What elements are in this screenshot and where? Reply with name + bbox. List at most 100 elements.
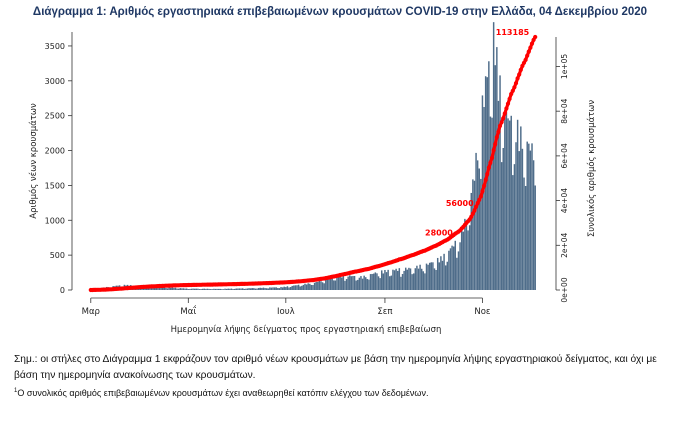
- bar: [438, 262, 441, 290]
- bar: [296, 285, 298, 290]
- bar: [154, 287, 156, 290]
- bar: [475, 152, 477, 290]
- bar: [464, 218, 466, 290]
- bar: [459, 242, 461, 290]
- bar: [404, 267, 407, 290]
- bar: [504, 117, 506, 290]
- bar: [366, 279, 369, 290]
- cumulative-point: [491, 148, 496, 153]
- bar: [350, 276, 353, 290]
- bar: [512, 175, 514, 290]
- bar: [505, 111, 508, 290]
- bar: [476, 160, 479, 290]
- bar: [257, 287, 260, 290]
- bar: [230, 288, 233, 290]
- bar: [185, 288, 188, 290]
- bar: [526, 141, 528, 290]
- cumulative-point: [520, 63, 525, 68]
- bar: [171, 287, 174, 290]
- bar: [246, 288, 249, 290]
- bar: [508, 120, 511, 290]
- bar: [337, 277, 340, 290]
- bar: [333, 280, 335, 290]
- cumulative-value-label: 28000: [425, 229, 453, 238]
- bar: [310, 284, 313, 290]
- bar: [304, 283, 306, 290]
- bar: [219, 288, 222, 290]
- bar: [449, 248, 452, 290]
- bar: [275, 287, 277, 290]
- bar: [201, 288, 204, 290]
- bar: [403, 270, 405, 290]
- cumulative-point: [499, 120, 504, 125]
- bar: [179, 288, 182, 290]
- cumulative-curve: [88, 34, 538, 293]
- bar: [349, 275, 351, 290]
- chart-note: Σημ.: οι στήλες στο Διάγραμμα 1 εκφράζου…: [14, 354, 657, 381]
- bar: [217, 288, 220, 290]
- bar: [222, 289, 225, 290]
- bar: [500, 162, 503, 290]
- bar: [193, 288, 196, 290]
- bar: [241, 288, 244, 290]
- y-tick-label: 2000: [45, 147, 65, 156]
- bar: [293, 285, 295, 290]
- bar: [491, 117, 493, 290]
- bar: [345, 279, 348, 290]
- bar: [451, 245, 453, 290]
- bar: [496, 47, 498, 290]
- bar: [192, 288, 194, 290]
- bar: [214, 288, 217, 290]
- bar: [486, 77, 488, 290]
- bar: [457, 251, 460, 290]
- bar: [387, 269, 389, 290]
- y2-tick-label: 8e+04: [560, 98, 569, 123]
- bar: [256, 288, 258, 290]
- bar: [489, 116, 492, 290]
- bar: [259, 287, 261, 290]
- bar: [315, 282, 317, 290]
- cumulative-point: [489, 155, 495, 160]
- cumulative-point: [512, 85, 517, 90]
- bar: [224, 288, 226, 290]
- bar: [301, 285, 303, 290]
- bar: [251, 288, 253, 290]
- bar: [360, 276, 362, 290]
- bar: [233, 288, 236, 290]
- bar: [389, 276, 391, 290]
- bar: [408, 267, 410, 290]
- cumulative-point: [485, 171, 490, 177]
- cumulative-point: [486, 165, 491, 170]
- bar: [420, 268, 423, 290]
- bar: [262, 287, 265, 290]
- bar: [213, 288, 215, 290]
- bar: [163, 287, 166, 290]
- x-axis-label: Ημερομηνία λήψης δείγματος προς εργαστηρ…: [171, 325, 442, 335]
- y-tick-label: 1000: [45, 216, 65, 225]
- bar: [425, 263, 428, 290]
- bar: [528, 143, 530, 290]
- bar: [379, 278, 381, 290]
- bar: [286, 286, 289, 290]
- cumulative-point: [501, 116, 506, 121]
- bar: [462, 231, 465, 290]
- bar: [211, 289, 214, 290]
- bar: [361, 278, 364, 290]
- bar: [385, 272, 388, 290]
- y2-tick-label: 1e+05: [560, 54, 569, 79]
- cumulative-point: [525, 53, 530, 58]
- bar: [409, 268, 412, 290]
- x-tick-label: Νοε: [474, 307, 491, 317]
- cumulative-point: [493, 142, 498, 147]
- bar: [524, 185, 527, 290]
- bar: [166, 288, 169, 290]
- bar: [182, 288, 185, 290]
- bar: [368, 279, 370, 290]
- bar: [336, 275, 338, 290]
- bar: [181, 288, 183, 290]
- cumulative-point: [528, 45, 533, 50]
- bar: [158, 286, 161, 290]
- bar: [277, 287, 279, 290]
- bar: [299, 286, 301, 290]
- bar: [203, 288, 206, 290]
